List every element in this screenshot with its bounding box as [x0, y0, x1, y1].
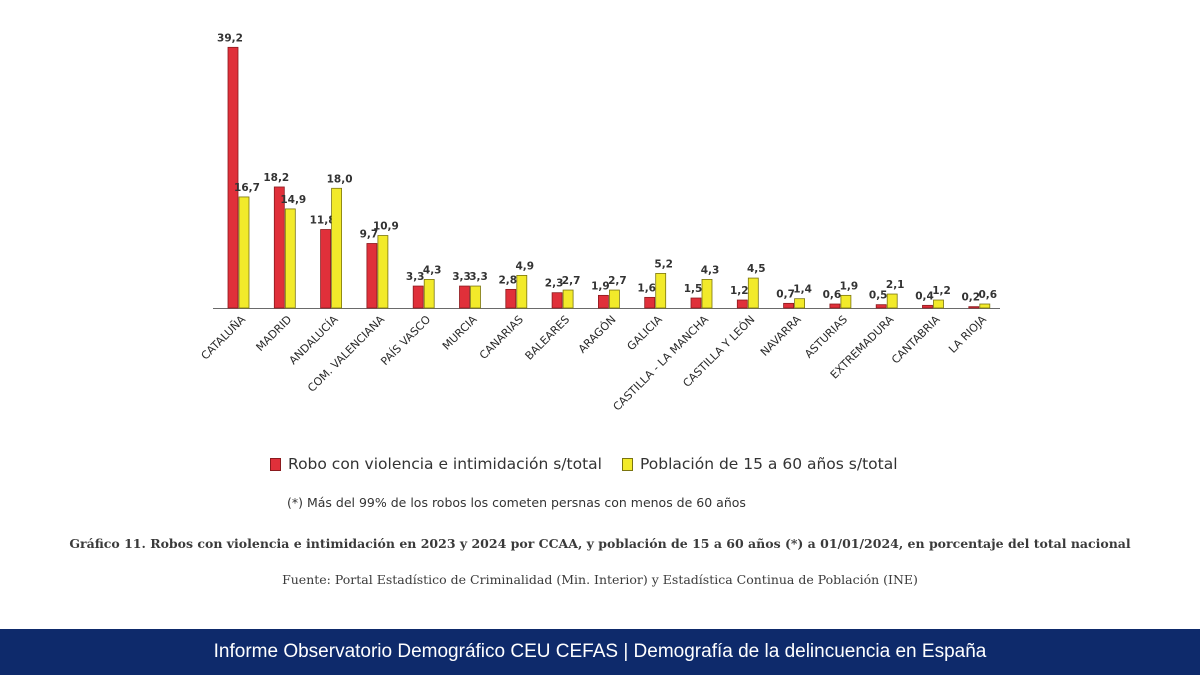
value-label-poblacion-8: 2,7: [608, 275, 627, 287]
value-label-poblacion-16: 0,6: [978, 289, 997, 301]
category-label-0: CATALUÑA: [199, 313, 249, 363]
bar-robos-3: [366, 243, 378, 309]
category-label-5: MURCIA: [440, 313, 480, 353]
bar-robos-9: [644, 296, 656, 309]
bar-poblacion-11: [747, 277, 759, 309]
bar-poblacion-10: [701, 279, 713, 309]
category-label-12: NAVARRA: [758, 313, 804, 359]
value-label-poblacion-12: 1,4: [793, 284, 812, 296]
footer-text: Informe Observatorio Demográfico CEU CEF…: [213, 641, 987, 662]
value-label-robos-16: 0,2: [961, 292, 980, 304]
category-label-3: COM. VALENCIANA: [305, 313, 387, 395]
bar-robos-15: [922, 304, 933, 309]
value-label-poblacion-5: 3,3: [469, 271, 488, 283]
value-label-poblacion-1: 14,9: [280, 194, 306, 206]
bar-poblacion-4: [423, 279, 435, 309]
value-label-robos-14: 0,5: [869, 290, 888, 302]
category-label-6: CANARIAS: [477, 313, 526, 362]
bar-poblacion-12: [794, 298, 805, 309]
bar-poblacion-5: [470, 285, 481, 309]
value-label-poblacion-4: 4,3: [423, 264, 442, 276]
bar-robos-1: [273, 186, 285, 309]
value-label-robos-13: 0,6: [823, 289, 842, 301]
value-label-poblacion-6: 4,9: [515, 260, 534, 272]
value-label-robos-7: 2,3: [545, 278, 564, 290]
bar-robos-14: [875, 304, 887, 309]
legend-label-poblacion: Población de 15 a 60 años s/total: [639, 455, 898, 473]
value-label-poblacion-15: 1,2: [932, 285, 951, 297]
value-label-robos-1: 18,2: [263, 172, 289, 184]
value-label-robos-2: 11,8: [310, 215, 336, 227]
bar-chart: 39,216,7CATALUÑA18,214,9MADRID11,818,0AN…: [199, 32, 1000, 414]
bar-robos-12: [783, 302, 794, 309]
value-label-robos-5: 3,3: [452, 271, 471, 283]
legend-swatch-yellow: [621, 457, 633, 471]
category-label-8: ARAGÓN: [576, 313, 619, 356]
value-label-poblacion-11: 4,5: [747, 263, 766, 275]
bar-poblacion-14: [886, 293, 898, 309]
value-label-robos-8: 1,9: [591, 280, 610, 292]
bar-poblacion-3: [377, 235, 389, 309]
bar-poblacion-13: [840, 294, 852, 309]
bar-robos-2: [320, 229, 332, 309]
bar-robos-13: [829, 303, 841, 309]
category-label-15: CANTABRIA: [889, 313, 943, 367]
figure-caption: Gráfico 11. Robos con violencia e intimi…: [69, 536, 1131, 551]
bar-robos-5: [459, 285, 470, 309]
category-label-16: LA RIOJA: [946, 313, 989, 356]
bar-robos-6: [505, 288, 517, 309]
bar-poblacion-15: [933, 299, 944, 309]
category-label-4: PAÍS VASCO: [378, 313, 433, 368]
bar-poblacion-16: [979, 303, 991, 309]
value-label-poblacion-10: 4,3: [701, 264, 720, 276]
value-label-robos-12: 0,7: [776, 288, 795, 300]
value-label-poblacion-3: 10,9: [373, 221, 399, 233]
value-label-poblacion-2: 18,0: [327, 173, 353, 185]
chart-footnote: (*) Más del 99% de los robos los cometen…: [287, 495, 746, 510]
bar-robos-4: [412, 285, 424, 309]
legend-swatch-red: [270, 457, 281, 471]
bar-robos-7: [551, 292, 563, 309]
value-label-robos-3: 9,7: [360, 228, 379, 240]
value-label-robos-15: 0,4: [915, 290, 934, 302]
legend-label-robos: Robo con violencia e intimidación s/tota…: [288, 455, 602, 473]
value-label-poblacion-13: 1,9: [840, 280, 859, 292]
legend-item-poblacion: Población de 15 a 60 años s/total: [621, 455, 898, 473]
bar-poblacion-8: [609, 289, 620, 309]
value-label-robos-0: 39,2: [217, 32, 243, 44]
bar-poblacion-0: [238, 196, 250, 309]
category-label-13: ASTURIAS: [802, 313, 850, 361]
value-label-robos-11: 1,2: [730, 285, 749, 297]
category-label-1: MADRID: [254, 313, 295, 354]
bar-robos-8: [598, 294, 609, 309]
category-label-7: BALEARES: [523, 313, 573, 363]
figure-source: Fuente: Portal Estadístico de Criminalid…: [282, 572, 918, 587]
bar-robos-11: [736, 299, 748, 309]
bar-poblacion-9: [655, 273, 667, 309]
bar-robos-0: [227, 46, 239, 309]
bar-poblacion-1: [284, 208, 296, 309]
bar-poblacion-6: [516, 275, 528, 309]
bar-robos-16: [968, 306, 980, 309]
value-label-poblacion-7: 2,7: [562, 275, 581, 287]
value-label-robos-4: 3,3: [406, 271, 425, 283]
category-label-10: CASTILLA - LA MANCHA: [611, 313, 712, 414]
bar-robos-10: [690, 297, 702, 309]
value-label-robos-9: 1,6: [637, 282, 656, 294]
bar-poblacion-7: [562, 289, 574, 309]
bar-poblacion-2: [331, 187, 343, 309]
category-label-9: GALICIA: [625, 313, 666, 354]
value-label-poblacion-0: 16,7: [234, 182, 260, 194]
legend-item-robos: Robo con violencia e intimidación s/tota…: [270, 455, 602, 473]
value-label-poblacion-9: 5,2: [654, 258, 673, 270]
value-label-robos-10: 1,5: [684, 283, 703, 295]
value-label-robos-6: 2,8: [498, 274, 517, 286]
chart-legend: Robo con violencia e intimidación s/tota…: [270, 455, 898, 473]
value-label-poblacion-14: 2,1: [886, 279, 905, 291]
footer-banner: Informe Observatorio Demográfico CEU CEF…: [0, 629, 1200, 675]
